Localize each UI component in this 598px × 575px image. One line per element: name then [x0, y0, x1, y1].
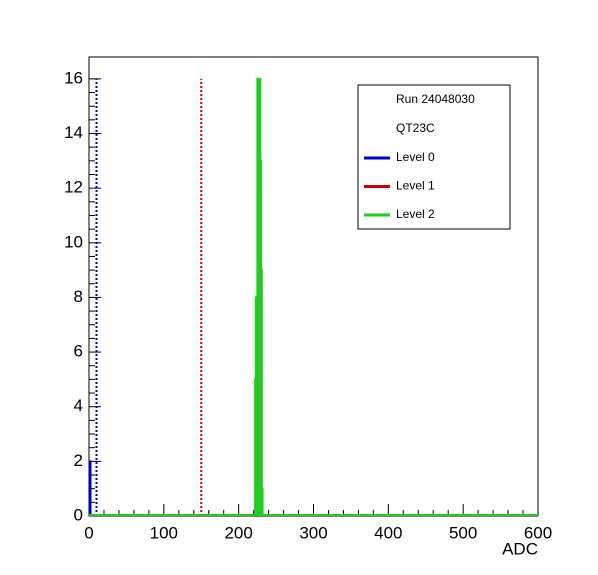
y-tick-label: 8: [74, 287, 83, 306]
x-tick-label: 500: [449, 523, 477, 542]
x-tick-label: 200: [224, 523, 252, 542]
y-tick-label: 10: [64, 232, 83, 251]
x-tick-label: 300: [299, 523, 327, 542]
histogram-bin: [260, 269, 263, 516]
legend-title: QT23C: [396, 121, 435, 135]
x-tick-label: 100: [150, 523, 178, 542]
y-tick-label: 6: [74, 342, 83, 361]
x-tick-label: 600: [524, 523, 552, 542]
legend-label: Level 1: [396, 179, 435, 193]
histogram-bin: [260, 487, 264, 516]
y-tick-label: 12: [64, 178, 83, 197]
y-tick-label: 14: [64, 123, 83, 142]
legend-label: Level 0: [396, 150, 435, 164]
y-tick-label: 2: [74, 451, 83, 470]
x-tick-label: 400: [374, 523, 402, 542]
histogram-bin: [88, 460, 92, 516]
legend-title: Run 24048030: [396, 92, 475, 106]
legend-label: Level 2: [396, 207, 435, 221]
x-tick-label: 0: [84, 523, 93, 542]
y-tick-label: 16: [64, 68, 83, 87]
x-axis-label: ADC: [502, 539, 538, 558]
y-tick-label: 0: [74, 505, 83, 524]
y-tick-label: 4: [74, 396, 83, 415]
